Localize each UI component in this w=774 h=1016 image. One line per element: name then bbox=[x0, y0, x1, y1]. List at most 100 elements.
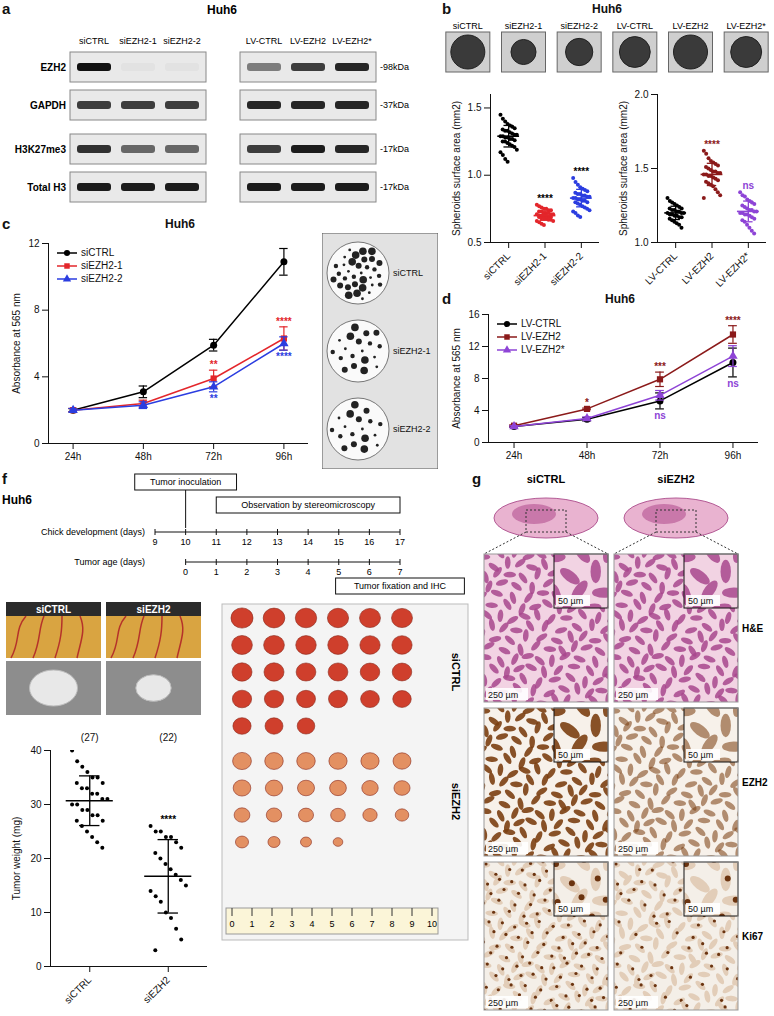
svg-text:EZH2: EZH2 bbox=[40, 62, 66, 73]
svg-text:0: 0 bbox=[474, 437, 480, 448]
svg-text:Tumor fixation and IHC: Tumor fixation and IHC bbox=[354, 581, 447, 591]
svg-text:50 µm: 50 µm bbox=[558, 750, 583, 760]
svg-text:6: 6 bbox=[367, 567, 372, 577]
svg-text:H&E: H&E bbox=[742, 623, 763, 634]
svg-text:LV-EZH2*: LV-EZH2* bbox=[713, 250, 752, 288]
svg-text:250 µm: 250 µm bbox=[618, 690, 648, 700]
svg-text:12: 12 bbox=[28, 238, 40, 249]
svg-text:-98kDa: -98kDa bbox=[380, 62, 409, 72]
svg-text:siEZH2-2: siEZH2-2 bbox=[163, 36, 201, 46]
svg-text:5: 5 bbox=[329, 919, 334, 929]
svg-text:12: 12 bbox=[242, 537, 252, 547]
svg-text:12: 12 bbox=[468, 341, 480, 352]
svg-text:2: 2 bbox=[244, 567, 249, 577]
svg-text:8: 8 bbox=[389, 919, 394, 929]
svg-text:****: **** bbox=[160, 814, 176, 825]
svg-text:Spheroids surface area (mm2): Spheroids surface area (mm2) bbox=[451, 101, 462, 236]
svg-text:siCTRL: siCTRL bbox=[527, 473, 566, 485]
svg-text:*: * bbox=[585, 397, 589, 408]
svg-text:siEZH2: siEZH2 bbox=[657, 473, 694, 485]
svg-text:50 µm: 50 µm bbox=[558, 904, 583, 914]
svg-text:7: 7 bbox=[369, 919, 374, 929]
svg-text:Huh6: Huh6 bbox=[207, 3, 237, 17]
svg-text:LV-EZH2: LV-EZH2 bbox=[680, 250, 716, 286]
svg-text:4: 4 bbox=[309, 919, 314, 929]
svg-text:96h: 96h bbox=[725, 450, 742, 461]
svg-text:Ki67: Ki67 bbox=[742, 931, 764, 942]
svg-text:16: 16 bbox=[364, 537, 374, 547]
svg-text:ns: ns bbox=[727, 378, 739, 389]
svg-text:7: 7 bbox=[397, 567, 402, 577]
svg-text:14: 14 bbox=[303, 537, 313, 547]
svg-text:1.0: 1.0 bbox=[635, 237, 649, 248]
svg-text:8: 8 bbox=[474, 373, 480, 384]
svg-text:2.0: 2.0 bbox=[635, 89, 649, 100]
svg-text:0: 0 bbox=[34, 438, 40, 449]
svg-text:****: **** bbox=[574, 166, 590, 177]
svg-text:Absorbance at 565 nm: Absorbance at 565 nm bbox=[451, 328, 462, 429]
svg-text:3: 3 bbox=[289, 919, 294, 929]
svg-text:Tumor weight (mg): Tumor weight (mg) bbox=[11, 817, 22, 901]
svg-text:siEZH2-2: siEZH2-2 bbox=[393, 424, 431, 434]
svg-text:17: 17 bbox=[395, 537, 405, 547]
svg-text:H3K27me3: H3K27me3 bbox=[15, 144, 67, 155]
svg-text:siEZH2-2: siEZH2-2 bbox=[560, 21, 598, 31]
svg-text:LV-EZH2*: LV-EZH2* bbox=[726, 21, 766, 31]
svg-text:siEZH2-1: siEZH2-1 bbox=[119, 36, 157, 46]
svg-text:96h: 96h bbox=[276, 451, 293, 462]
svg-text:9: 9 bbox=[152, 537, 157, 547]
svg-text:250 µm: 250 µm bbox=[488, 844, 518, 854]
svg-text:13: 13 bbox=[272, 537, 282, 547]
svg-text:48h: 48h bbox=[579, 450, 596, 461]
svg-text:GAPDH: GAPDH bbox=[30, 100, 66, 111]
svg-text:Total H3: Total H3 bbox=[27, 182, 66, 193]
svg-text:Huh6: Huh6 bbox=[2, 493, 32, 507]
svg-text:LV-CTRL: LV-CTRL bbox=[617, 21, 653, 31]
svg-text:LV-EZH2: LV-EZH2 bbox=[673, 21, 709, 31]
svg-text:Absorbance at 565 nm: Absorbance at 565 nm bbox=[11, 293, 22, 394]
svg-text:siEZH2-1: siEZH2-1 bbox=[505, 21, 543, 31]
svg-text:24h: 24h bbox=[65, 451, 82, 462]
svg-text:5: 5 bbox=[336, 567, 341, 577]
svg-text:10: 10 bbox=[30, 907, 42, 918]
svg-text:Tumor age (days): Tumor age (days) bbox=[74, 557, 145, 567]
svg-text:siEZH2-1: siEZH2-1 bbox=[511, 250, 549, 288]
svg-text:1.5: 1.5 bbox=[468, 102, 482, 113]
svg-text:50 µm: 50 µm bbox=[558, 596, 583, 606]
svg-text:3: 3 bbox=[275, 567, 280, 577]
svg-text:72h: 72h bbox=[205, 451, 222, 462]
svg-text:30: 30 bbox=[30, 799, 42, 810]
svg-text:****: **** bbox=[276, 351, 292, 362]
svg-text:siEZH2: siEZH2 bbox=[137, 604, 171, 615]
svg-text:48h: 48h bbox=[135, 451, 152, 462]
svg-text:0: 0 bbox=[229, 919, 234, 929]
svg-text:0: 0 bbox=[36, 961, 42, 972]
svg-text:****: **** bbox=[276, 316, 292, 327]
svg-text:Spheroids surface area (mm2): Spheroids surface area (mm2) bbox=[618, 101, 629, 236]
svg-text:0.5: 0.5 bbox=[468, 237, 482, 248]
svg-text:250 µm: 250 µm bbox=[488, 998, 518, 1008]
svg-text:siEZH2-2: siEZH2-2 bbox=[548, 250, 586, 288]
svg-text:siCTRL: siCTRL bbox=[36, 604, 71, 615]
svg-text:siCTRL: siCTRL bbox=[481, 250, 513, 282]
svg-text:15: 15 bbox=[334, 537, 344, 547]
svg-text:LV-EZH2: LV-EZH2 bbox=[290, 36, 326, 46]
svg-text:LV-CTRL: LV-CTRL bbox=[643, 250, 680, 287]
svg-text:ns: ns bbox=[654, 410, 666, 421]
svg-text:6: 6 bbox=[349, 919, 354, 929]
svg-text:24h: 24h bbox=[506, 450, 523, 461]
svg-text:0: 0 bbox=[183, 567, 188, 577]
svg-text:siCTRL: siCTRL bbox=[453, 21, 483, 31]
svg-text:8: 8 bbox=[34, 304, 40, 315]
svg-text:9: 9 bbox=[409, 919, 414, 929]
svg-text:50 µm: 50 µm bbox=[688, 750, 713, 760]
svg-text:50 µm: 50 µm bbox=[688, 904, 713, 914]
svg-text:siEZH2: siEZH2 bbox=[141, 974, 172, 1005]
svg-text:(22): (22) bbox=[159, 732, 177, 743]
svg-text:250 µm: 250 µm bbox=[488, 690, 518, 700]
svg-text:250 µm: 250 µm bbox=[618, 998, 648, 1008]
svg-text:10: 10 bbox=[181, 537, 191, 547]
svg-text:50 µm: 50 µm bbox=[688, 596, 713, 606]
svg-text:LV-EZH2*: LV-EZH2* bbox=[332, 36, 372, 46]
svg-text:-37kDa: -37kDa bbox=[380, 100, 409, 110]
